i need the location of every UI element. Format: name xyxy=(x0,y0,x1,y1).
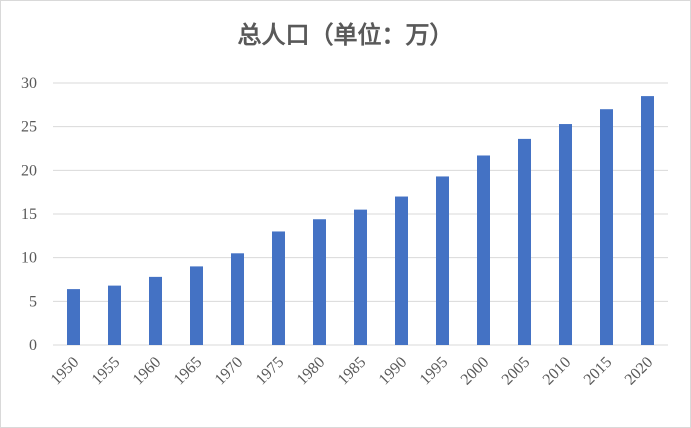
bar-1985 xyxy=(354,209,367,345)
x-tick-label: 1995 xyxy=(417,354,452,389)
bar-1955 xyxy=(108,285,121,345)
chart-title: 总人口（单位：万） xyxy=(237,20,454,49)
x-tick-label: 2020 xyxy=(622,354,657,389)
y-tick-label: 30 xyxy=(21,75,37,92)
bar-1960 xyxy=(149,276,162,345)
bar-1975 xyxy=(272,231,285,345)
bar-2020 xyxy=(641,96,654,345)
x-tick-label: 1960 xyxy=(130,354,165,389)
x-tick-label: 1955 xyxy=(89,354,124,389)
y-tick-label: 0 xyxy=(29,337,37,354)
bar-1995 xyxy=(436,176,449,345)
x-tick-label: 2015 xyxy=(581,354,616,389)
y-tick-label: 10 xyxy=(21,250,37,267)
x-tick-label: 1985 xyxy=(335,354,370,389)
y-tick-label: 20 xyxy=(21,162,37,179)
y-tick-label: 15 xyxy=(21,206,37,223)
x-tick-label: 2005 xyxy=(499,354,534,389)
bar-2000 xyxy=(477,155,490,345)
x-tick-label: 2010 xyxy=(540,354,575,389)
x-axis-ticks: 1950 1955 1960 1965 1970 1975 1980 1985 1990 1995… xyxy=(48,354,657,389)
bar-1990 xyxy=(395,196,408,345)
bars xyxy=(67,96,654,346)
bar-2010 xyxy=(559,124,572,346)
y-tick-label: 5 xyxy=(29,293,37,310)
x-tick-label: 1965 xyxy=(171,354,206,389)
y-axis-ticks: 0 5 10 15 20 25 30 xyxy=(21,75,37,354)
bar-1980 xyxy=(313,219,326,345)
x-tick-label: 1975 xyxy=(253,354,288,389)
x-tick-label: 1980 xyxy=(294,354,329,389)
x-tick-label: 1970 xyxy=(212,354,247,389)
bar-1950 xyxy=(67,289,80,345)
bar-2005 xyxy=(518,138,531,345)
x-tick-label: 1950 xyxy=(48,354,83,389)
x-tick-label: 1990 xyxy=(376,354,411,389)
bar-1965 xyxy=(190,266,203,345)
bar-1970 xyxy=(231,253,244,345)
y-tick-label: 25 xyxy=(21,119,37,136)
bar-2015 xyxy=(600,109,613,345)
x-tick-label: 2000 xyxy=(458,354,493,389)
